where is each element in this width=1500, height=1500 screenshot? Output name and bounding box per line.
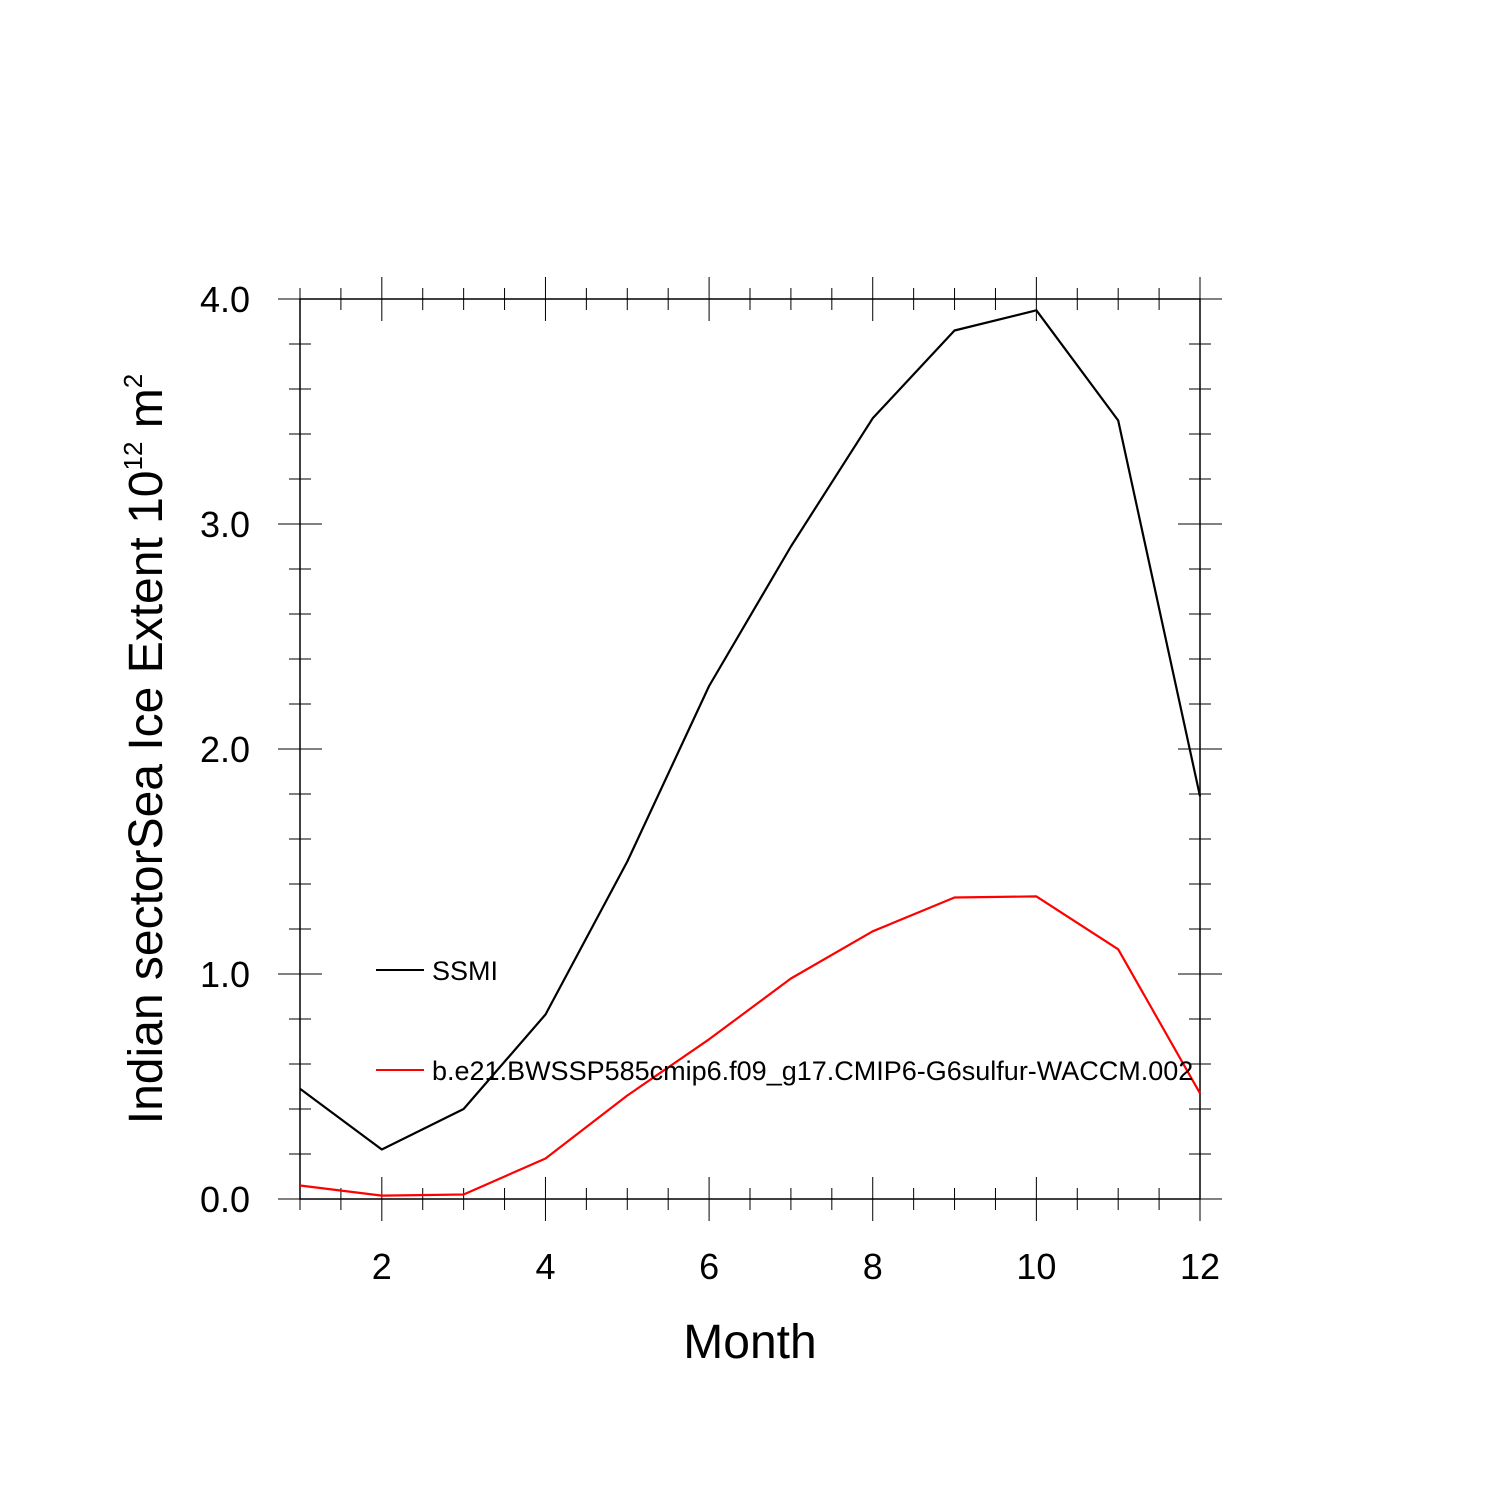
y-axis-title-unit-exponent: 2 xyxy=(118,374,148,388)
x-tick-label: 12 xyxy=(1180,1246,1220,1287)
x-tick-label: 10 xyxy=(1016,1246,1056,1287)
legend: SSMI b.e21.BWSSP585cmip6.f09_g17.CMIP6-G… xyxy=(376,956,1193,1086)
y-axis-title-main: Indian sectorSea Ice Extent 10 xyxy=(120,470,173,1124)
axis-ticks xyxy=(278,277,1222,1221)
x-tick-label: 4 xyxy=(535,1246,555,1287)
x-axis-title: Month xyxy=(683,1316,816,1369)
legend-label-ssmi: SSMI xyxy=(432,956,498,986)
legend-label-model: b.e21.BWSSP585cmip6.f09_g17.CMIP6-G6sulf… xyxy=(432,1056,1193,1086)
series-lines xyxy=(299,309,1202,1197)
y-tick-label: 3.0 xyxy=(200,504,250,545)
y-tick-label: 1.0 xyxy=(200,954,250,995)
tick-labels: 2 4 6 8 10 12 0.0 1.0 2.0 3.0 4.0 xyxy=(200,279,1220,1287)
series-line-1 xyxy=(299,895,1201,1197)
x-tick-label: 8 xyxy=(863,1246,883,1287)
y-axis-title-exponent: 12 xyxy=(118,442,148,471)
y-tick-label: 2.0 xyxy=(200,729,250,770)
y-tick-label: 0.0 xyxy=(200,1179,250,1220)
y-tick-label: 4.0 xyxy=(200,279,250,320)
x-tick-label: 2 xyxy=(372,1246,392,1287)
x-tick-label: 6 xyxy=(699,1246,719,1287)
series-line-0 xyxy=(299,309,1202,1151)
y-axis-title-unit: m xyxy=(120,388,173,441)
y-axis-title: Indian sectorSea Ice Extent 1012 m2 xyxy=(118,374,173,1124)
